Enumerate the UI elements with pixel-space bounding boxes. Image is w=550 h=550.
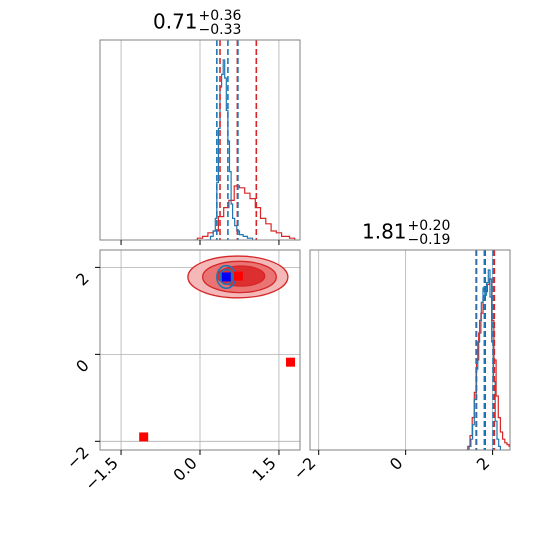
s2d-blue-marker-0 [221,272,231,282]
s2d-yaxis-ticklabel-2: 2 [72,269,93,290]
s2d-blue-contour-1 [219,268,234,286]
param2-title-plus: +0.20 [407,218,451,234]
s2d-red-marker-1 [286,357,296,367]
s2d-yaxis-ticklabel-0: −2 [63,443,93,473]
h2-xaxis-ticklabel-2: 2 [473,453,494,474]
h1-blue-histogram [205,59,254,240]
param1-title-plus: +0.36 [198,8,242,24]
param1-title-value: 0.71 [153,9,198,34]
param2-title-minus: −0.19 [407,232,451,248]
s2d-red-marker-0 [139,432,149,442]
param1-title-minus: −0.33 [198,22,242,38]
s2d-series [139,255,296,442]
s2d-xaxis-ticklabel-2: 1.5 [248,453,279,484]
h2-series [465,250,510,450]
h2-xaxis-ticklabel-1: 0 [386,453,407,474]
s2d-red-marker-2 [233,271,243,281]
s2d-xaxis-ticklabel-1: 0.0 [169,453,200,484]
param2-title-value: 1.81 [362,219,407,244]
param2-title: 1.81 +0.20 −0.19 [362,218,451,248]
h1-series [194,40,296,240]
h1-red-histogram [194,185,296,240]
s2d-yaxis-ticklabel-1: 0 [72,356,93,377]
h2-xaxis-ticklabel-0: −2 [289,453,319,483]
param1-title: 0.71 +0.36 −0.33 [153,8,242,38]
h2-frame [309,249,511,451]
